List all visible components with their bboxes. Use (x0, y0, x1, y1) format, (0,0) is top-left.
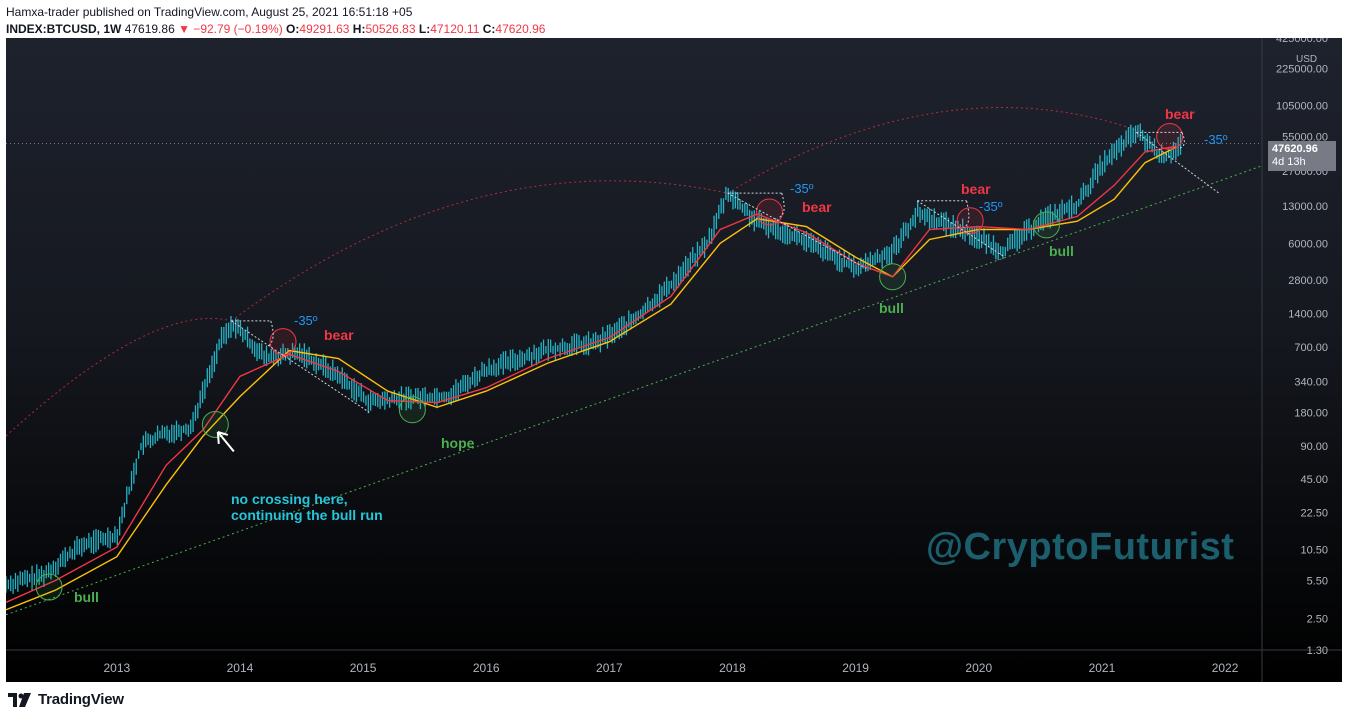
high-label: H: (352, 22, 366, 36)
annotation-note-line1: no crossing here, (231, 491, 348, 507)
angle-2018-slope (727, 192, 869, 270)
bull-marker-2013 (201, 410, 229, 438)
y-tick-label: 105000.00 (1276, 100, 1328, 112)
y-tick-label: 425000.00 (1276, 38, 1328, 45)
y-tick-label: 55000.00 (1282, 132, 1328, 144)
support-trendline (6, 165, 1263, 616)
y-tick-label: 1.30 (1307, 645, 1328, 657)
close-value: 47620.96 (495, 22, 546, 36)
low-value: 47120.11 (430, 22, 480, 36)
last-price: 47619.86 (124, 22, 175, 36)
cycle-arc-2017 (231, 180, 728, 322)
high-value: 50526.83 (365, 22, 416, 36)
bear-marker-2021 (1156, 123, 1184, 151)
annotation-angle-2019: -35º (979, 199, 1003, 214)
bull-marker-2019 (879, 263, 907, 291)
annotation-bear-2021: bear (1165, 106, 1195, 122)
chart-footer: TradingView (0, 682, 1348, 717)
moving-average-fast (6, 145, 1176, 603)
open-label: O: (286, 22, 300, 36)
bull-marker-2020 (1033, 211, 1061, 239)
annotation-angle-2014: -35º (294, 313, 318, 328)
last-price-badge: 47620.96 4d 13h (1268, 141, 1336, 171)
y-tick-label: 700.00 (1294, 342, 1328, 354)
crossing-arrow (216, 430, 235, 453)
price-change: ▼ −92.79 (−0.19%) (178, 22, 283, 36)
angle-2018-arc (778, 193, 785, 219)
angle-2021-arc (1178, 132, 1185, 149)
y-tick-label: 90.00 (1300, 441, 1328, 453)
y-tick-label: 6000.00 (1288, 238, 1328, 250)
ohlc-legend: INDEX:BTCUSD, 1W 47619.86 ▼ −92.79 (−0.1… (6, 22, 545, 36)
x-tick-label: 2020 (965, 661, 992, 675)
y-tick-label: 2.50 (1307, 613, 1328, 625)
y-tick-label: 2800.00 (1288, 275, 1328, 287)
annotation-note-line2: continuing the bull run (231, 507, 383, 523)
x-tick-label: 2014 (227, 661, 254, 675)
annotation-hope: hope (441, 435, 475, 451)
bull-marker-2012 (35, 573, 63, 601)
chart-area[interactable]: 425000.00 225000.00 105000.00 55000.00 27000… (6, 38, 1342, 682)
y-tick-label: 22.50 (1300, 508, 1328, 520)
annotation-note: no crossing here, continuing the bull ru… (231, 491, 383, 523)
price-badge-countdown: 4d 13h (1272, 156, 1306, 168)
tradingview-branding[interactable]: TradingView (8, 691, 124, 708)
price-axis-currency: USD (1296, 54, 1318, 65)
y-tick-label: 45.00 (1300, 474, 1328, 486)
y-tick-label: 340.00 (1294, 377, 1328, 389)
x-tick-label: 2018 (719, 661, 746, 675)
x-tick-label: 2017 (596, 661, 623, 675)
angle-2019-slope (916, 200, 1004, 257)
y-tick-label: 10.50 (1300, 544, 1328, 556)
annotation-bull-2012: bull (74, 589, 99, 605)
cycle-arc-2021 (727, 107, 1137, 194)
y-tick-label: 180.00 (1294, 407, 1328, 419)
author-watermark: @CryptoFuturist (926, 526, 1235, 568)
angle-2021-slope (1136, 131, 1220, 194)
y-tick-label: 1400.00 (1288, 308, 1328, 320)
open-value: 49291.63 (299, 22, 350, 36)
annotation-angle-2021: -35º (1204, 132, 1228, 147)
symbol-label[interactable]: INDEX:BTCUSD, 1W (6, 22, 122, 36)
x-tick-label: 2022 (1212, 661, 1239, 675)
y-tick-label: 225000.00 (1276, 64, 1328, 76)
tradingview-logo-icon (8, 692, 31, 707)
annotation-angle-2018: -35º (790, 181, 814, 196)
chart-header: Hamxa-trader published on TradingView.co… (0, 0, 1348, 38)
publish-info: Hamxa-trader published on TradingView.co… (6, 5, 413, 19)
annotation-bear-2014: bear (324, 327, 354, 343)
y-tick-label: 13000.00 (1282, 201, 1328, 213)
x-tick-label: 2016 (473, 661, 500, 675)
cycle-arc-2013 (6, 317, 232, 437)
x-tick-label: 2021 (1089, 661, 1116, 675)
hope-marker-2015 (398, 396, 426, 424)
low-label: L: (418, 22, 431, 36)
bear-marker-2018 (755, 198, 783, 226)
angle-2014-slope (231, 320, 370, 413)
annotation-bear-2018: bear (802, 199, 832, 215)
annotation-bear-2019: bear (961, 181, 991, 197)
x-tick-label: 2015 (350, 661, 377, 675)
annotation-bull-2019: bull (879, 300, 904, 316)
tradingview-logo-text: TradingView (38, 691, 124, 708)
y-tick-label: 5.50 (1307, 575, 1328, 587)
price-badge-value: 47620.96 (1272, 143, 1318, 155)
bear-marker-2014 (269, 328, 297, 356)
close-label: C: (482, 22, 496, 36)
chart-svg: 425000.00225000.00105000.0055000.0027000… (6, 38, 1342, 682)
x-tick-label: 2013 (103, 661, 130, 675)
annotation-bull-2020: bull (1049, 243, 1074, 259)
angle-2014-arc (267, 320, 274, 347)
x-tick-label: 2019 (842, 661, 869, 675)
